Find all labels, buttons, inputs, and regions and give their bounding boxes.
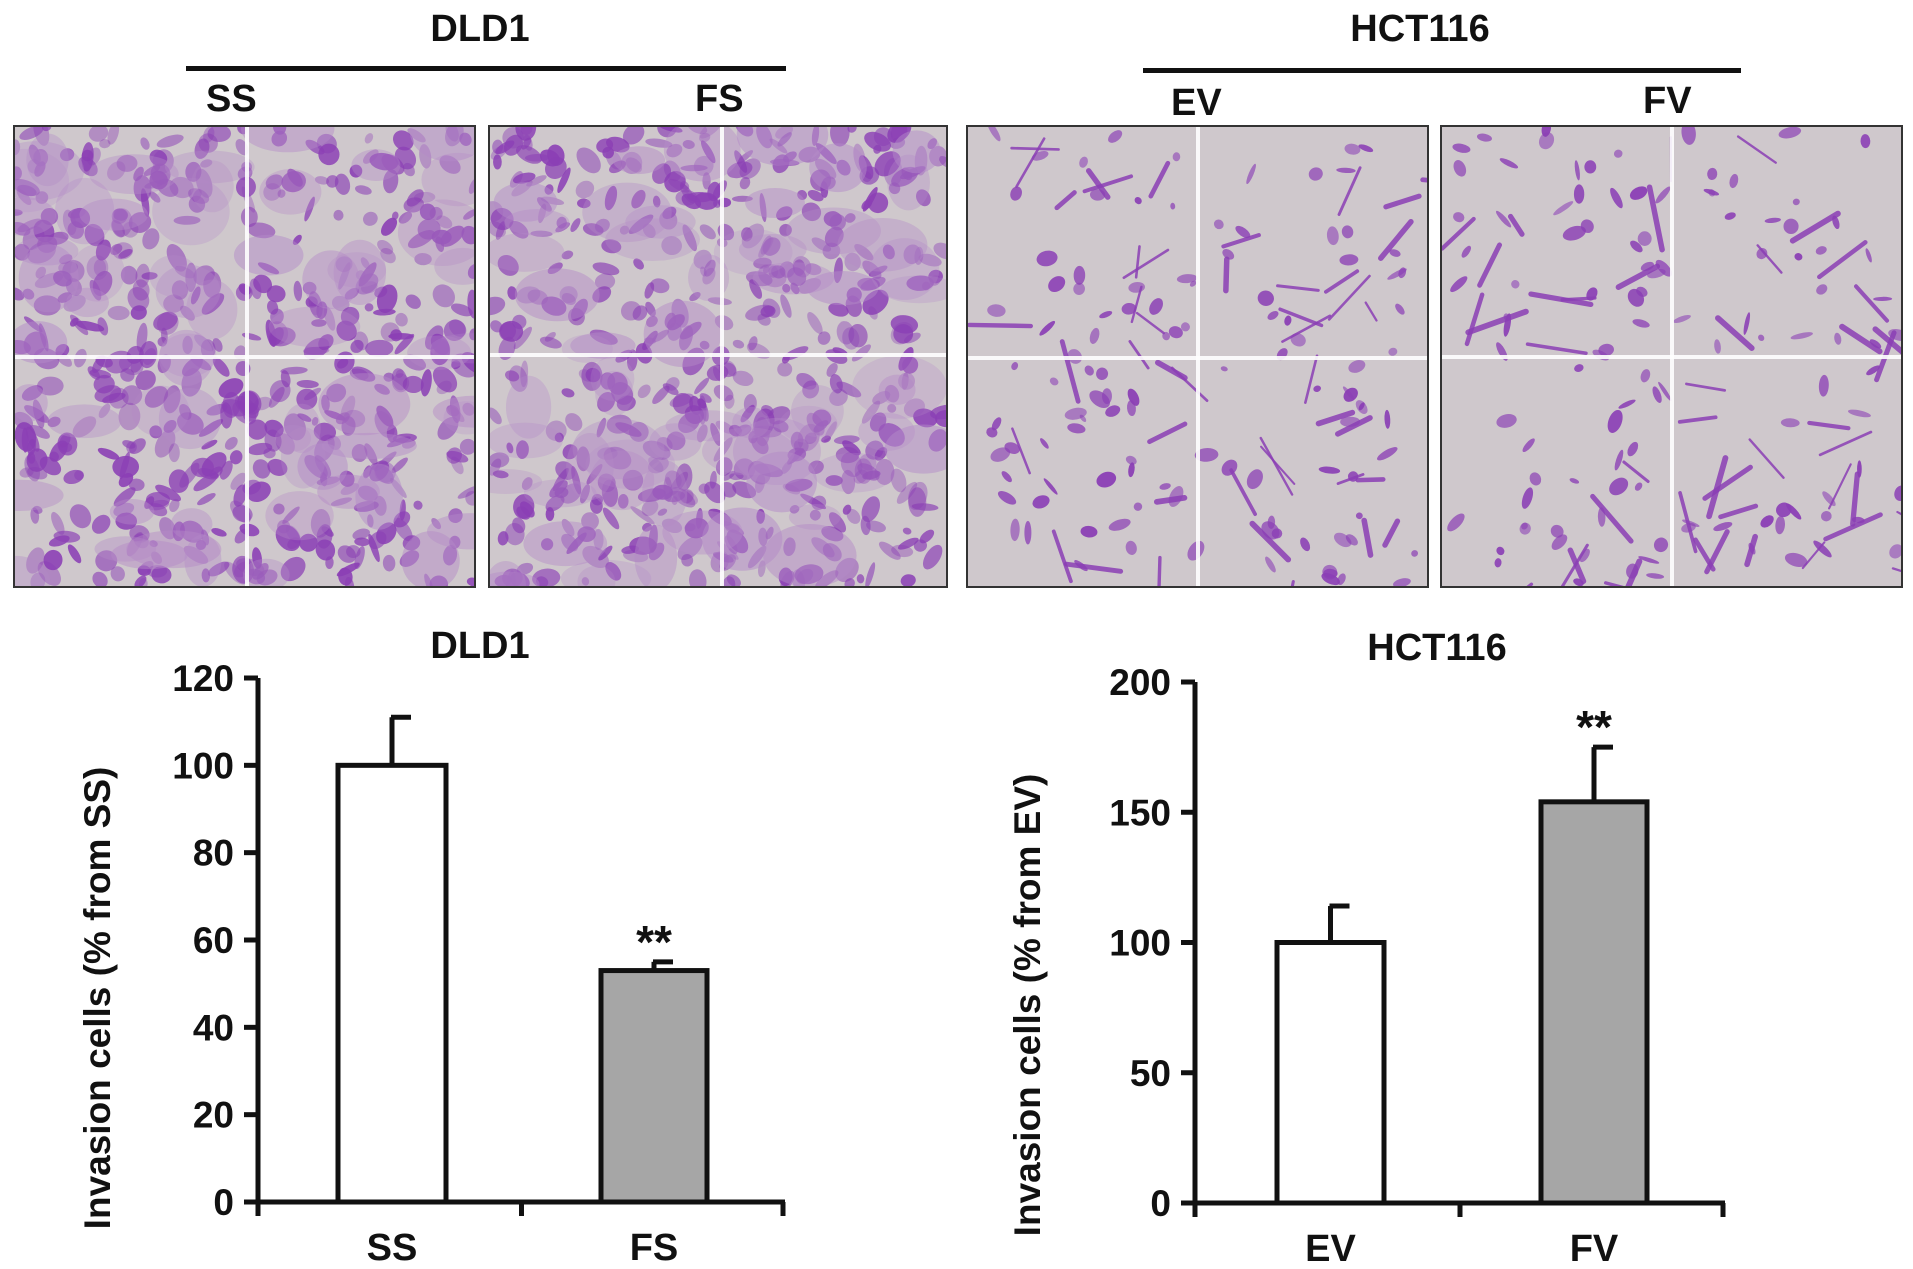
group-title-hct116: HCT116 bbox=[1350, 8, 1490, 50]
y-tick-label: 120 bbox=[172, 658, 234, 699]
y-tick-label: 150 bbox=[1109, 792, 1171, 833]
chart-title-dld1: DLD1 bbox=[430, 625, 529, 667]
micrograph-ev bbox=[966, 125, 1429, 588]
y-tick-label: 0 bbox=[213, 1182, 234, 1223]
y-tick-label: 0 bbox=[1150, 1183, 1171, 1224]
y-axis-label-hct116: Invasion cells (% from EV) bbox=[1007, 774, 1048, 1237]
condition-label-ev: EV bbox=[1171, 82, 1222, 124]
bar-chart-hct116: HCT116 Invasion cells (% from EV) 0 50 100… bbox=[1007, 627, 1726, 1269]
y-tick-label: 80 bbox=[193, 833, 234, 874]
bar-ev bbox=[1274, 940, 1387, 1206]
y-tick-label: 100 bbox=[1109, 923, 1171, 964]
y-tick-label: 20 bbox=[193, 1095, 234, 1136]
micrograph-fs bbox=[488, 125, 948, 588]
x-tick-label-ev: EV bbox=[1305, 1228, 1356, 1269]
y-tick-label: 40 bbox=[193, 1007, 234, 1048]
stained-cells bbox=[15, 127, 474, 586]
micrograph-fv bbox=[1440, 125, 1903, 588]
bar-fv bbox=[1538, 799, 1650, 1206]
significance-marker-fs: ** bbox=[636, 916, 672, 968]
x-tick-label-ss: SS bbox=[367, 1227, 418, 1269]
condition-label-fs: FS bbox=[695, 78, 744, 120]
micrograph-ss bbox=[13, 125, 476, 588]
group-bracket-hct116 bbox=[1143, 68, 1741, 73]
stained-cells bbox=[1442, 127, 1901, 586]
bar-chart-dld1: DLD1 Invasion cells (% from SS) 0 20 40 60 8… bbox=[77, 625, 786, 1269]
significance-marker-fv: ** bbox=[1576, 701, 1612, 753]
group-title-dld1: DLD1 bbox=[430, 8, 530, 50]
condition-label-fv: FV bbox=[1643, 80, 1692, 122]
bar-ss bbox=[335, 762, 449, 1205]
y-tick-label: 60 bbox=[193, 920, 234, 961]
y-tick-label: 200 bbox=[1109, 662, 1171, 703]
y-tick-label: 100 bbox=[172, 745, 234, 786]
group-bracket-dld1 bbox=[186, 66, 786, 71]
stained-cells bbox=[968, 127, 1427, 586]
stained-cells bbox=[490, 127, 946, 586]
chart-title-hct116: HCT116 bbox=[1367, 627, 1506, 669]
x-tick-label-fs: FS bbox=[630, 1227, 679, 1269]
x-tick-label-fv: FV bbox=[1570, 1228, 1619, 1269]
condition-label-ss: SS bbox=[206, 78, 257, 120]
bar-fs bbox=[598, 968, 710, 1205]
y-tick-label: 50 bbox=[1130, 1053, 1171, 1094]
y-axis-label-dld1: Invasion cells (% from SS) bbox=[77, 767, 118, 1230]
